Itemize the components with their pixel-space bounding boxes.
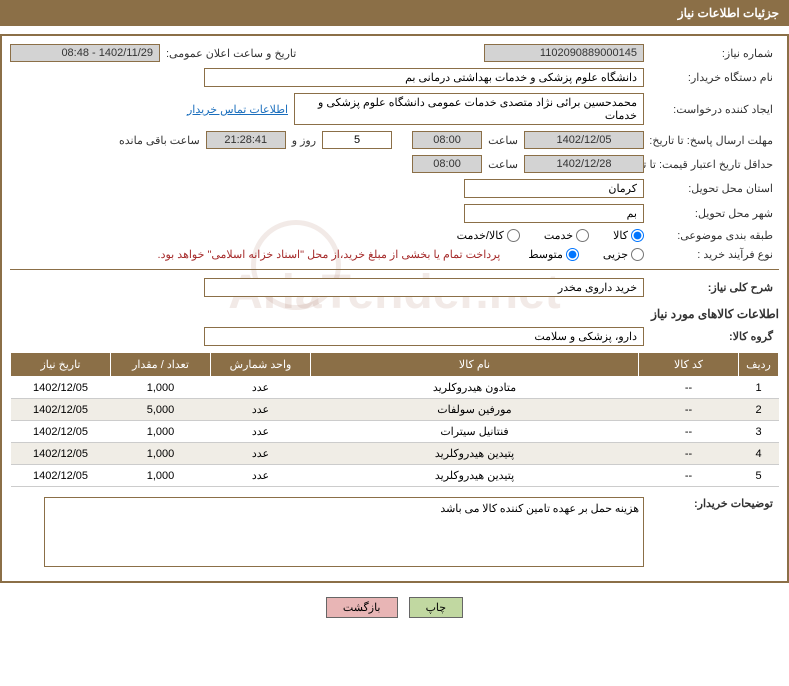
days-count-field: 5 — [322, 131, 392, 149]
deadline-label: مهلت ارسال پاسخ: تا تاریخ: — [644, 134, 779, 147]
table-cell: 5,000 — [111, 399, 211, 421]
table-cell: 1 — [739, 377, 779, 399]
table-row: 4--پتیدین هیدروکلریدعدد1,0001402/12/05 — [11, 443, 779, 465]
th-unit: واحد شمارش — [211, 353, 311, 377]
table-cell: 4 — [739, 443, 779, 465]
th-row: ردیف — [739, 353, 779, 377]
radio-small[interactable] — [631, 248, 644, 261]
payment-note: پرداخت تمام یا بخشی از مبلغ خرید،از محل … — [158, 248, 501, 261]
print-button[interactable]: چاپ — [409, 597, 464, 618]
province-field: کرمان — [464, 179, 644, 198]
announce-datetime-label: تاریخ و ساعت اعلان عمومی: — [160, 47, 302, 60]
buyer-notes-label: توضیحات خریدار: — [644, 497, 779, 510]
page-title: جزئیات اطلاعات نیاز — [678, 6, 779, 20]
table-cell: 1402/12/05 — [11, 399, 111, 421]
table-row: 3--فنتانیل سیتراتعدد1,0001402/12/05 — [11, 421, 779, 443]
main-panel: AriaTender.net شماره نیاز: 1102090889000… — [0, 34, 789, 583]
buyer-org-label: نام دستگاه خریدار: — [644, 71, 779, 84]
countdown-field: 21:28:41 — [206, 131, 286, 149]
table-cell: 1,000 — [111, 377, 211, 399]
table-cell: عدد — [211, 443, 311, 465]
table-cell: 1402/12/05 — [11, 421, 111, 443]
table-cell: عدد — [211, 399, 311, 421]
table-cell: متادون هیدروکلرید — [311, 377, 639, 399]
hour-label-1: ساعت — [482, 134, 524, 147]
radio-goods-service-label: کالا/خدمت — [457, 229, 504, 242]
table-cell: پتیدین هیدروکلرید — [311, 465, 639, 487]
table-cell: 1402/12/05 — [11, 443, 111, 465]
th-code: کد کالا — [639, 353, 739, 377]
radio-medium[interactable] — [566, 248, 579, 261]
table-cell: مورفین سولفات — [311, 399, 639, 421]
button-row: چاپ بازگشت — [0, 597, 789, 622]
table-cell: 1,000 — [111, 465, 211, 487]
table-cell: 1,000 — [111, 443, 211, 465]
table-cell: 3 — [739, 421, 779, 443]
table-cell: 1402/12/05 — [11, 465, 111, 487]
buyer-contact-link[interactable]: اطلاعات تماس خریدار — [181, 103, 294, 116]
radio-goods-service[interactable] — [507, 229, 520, 242]
goods-info-title: اطلاعات کالاهای مورد نیاز — [10, 307, 779, 321]
table-cell: -- — [639, 443, 739, 465]
radio-small-label: جزیی — [603, 248, 628, 261]
goods-group-label: گروه کالا: — [644, 330, 779, 343]
city-field: بم — [464, 204, 644, 223]
table-cell: فنتانیل سیترات — [311, 421, 639, 443]
category-label: طبقه بندی موضوعی: — [644, 229, 779, 242]
buyer-notes-textarea — [44, 497, 644, 567]
city-label: شهر محل تحویل: — [644, 207, 779, 220]
radio-goods-label: کالا — [613, 229, 628, 242]
announce-datetime-field: 1402/11/29 - 08:48 — [10, 44, 160, 62]
days-and-label: روز و — [286, 134, 322, 147]
buyer-org-field: دانشگاه علوم پزشکی و خدمات بهداشتی درمان… — [204, 68, 644, 87]
purchase-type-label: نوع فرآیند خرید : — [644, 248, 779, 261]
deadline-hour-field: 08:00 — [412, 131, 482, 149]
radio-service-label: خدمت — [544, 229, 573, 242]
table-cell: -- — [639, 421, 739, 443]
goods-group-field: دارو، پزشکی و سلامت — [204, 327, 644, 346]
requester-field: محمدحسین برائی نژاد متصدی خدمات عمومی دا… — [294, 93, 644, 125]
table-cell: 1,000 — [111, 421, 211, 443]
radio-service[interactable] — [576, 229, 589, 242]
table-cell: -- — [639, 399, 739, 421]
th-name: نام کالا — [311, 353, 639, 377]
table-cell: -- — [639, 465, 739, 487]
table-cell: 5 — [739, 465, 779, 487]
table-row: 2--مورفین سولفاتعدد5,0001402/12/05 — [11, 399, 779, 421]
page-header: جزئیات اطلاعات نیاز — [0, 0, 789, 26]
general-desc-field: خرید داروی مخدر — [204, 278, 644, 297]
table-cell: عدد — [211, 377, 311, 399]
need-number-field: 1102090889000145 — [484, 44, 644, 62]
goods-table: ردیف کد کالا نام کالا واحد شمارش تعداد /… — [10, 352, 779, 487]
table-cell: 1402/12/05 — [11, 377, 111, 399]
radio-medium-label: متوسط — [528, 248, 563, 261]
th-date: تاریخ نیاز — [11, 353, 111, 377]
table-cell: عدد — [211, 465, 311, 487]
table-cell: -- — [639, 377, 739, 399]
divider-1 — [10, 269, 779, 270]
table-row: 1--متادون هیدروکلریدعدد1,0001402/12/05 — [11, 377, 779, 399]
table-cell: عدد — [211, 421, 311, 443]
category-radio-group: کالا خدمت کالا/خدمت — [457, 229, 644, 242]
province-label: استان محل تحویل: — [644, 182, 779, 195]
radio-goods[interactable] — [631, 229, 644, 242]
table-row: 5--پتیدین هیدروکلریدعدد1,0001402/12/05 — [11, 465, 779, 487]
deadline-date-field: 1402/12/05 — [524, 131, 644, 149]
validity-hour-field: 08:00 — [412, 155, 482, 173]
table-cell: 2 — [739, 399, 779, 421]
table-cell: پتیدین هیدروکلرید — [311, 443, 639, 465]
general-desc-label: شرح کلی نیاز: — [644, 281, 779, 294]
remaining-label: ساعت باقی مانده — [113, 134, 206, 147]
hour-label-2: ساعت — [482, 158, 524, 171]
validity-label: حداقل تاریخ اعتبار قیمت: تا تاریخ: — [644, 158, 779, 171]
need-number-label: شماره نیاز: — [644, 47, 779, 60]
requester-label: ایجاد کننده درخواست: — [644, 103, 779, 116]
purchase-type-radio-group: جزیی متوسط — [528, 248, 644, 261]
th-qty: تعداد / مقدار — [111, 353, 211, 377]
validity-date-field: 1402/12/28 — [524, 155, 644, 173]
back-button[interactable]: بازگشت — [326, 597, 398, 618]
